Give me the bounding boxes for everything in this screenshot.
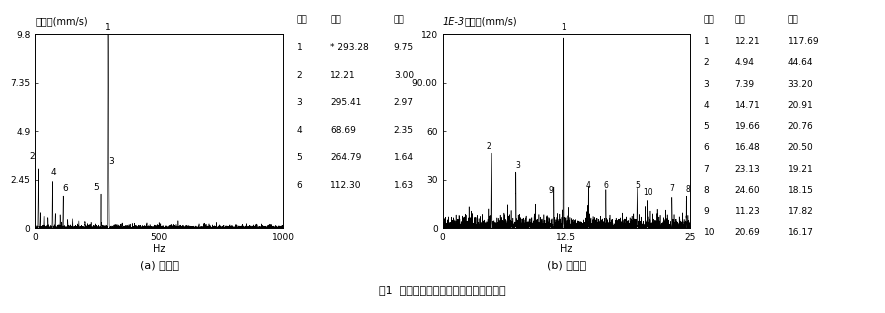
Text: 频率: 频率 (330, 16, 341, 25)
Text: 3: 3 (704, 80, 709, 89)
Text: 幅値谱(mm/s): 幅値谱(mm/s) (35, 17, 88, 27)
Text: 23.13: 23.13 (735, 165, 760, 174)
Text: 1: 1 (105, 23, 111, 33)
Text: 序号: 序号 (704, 16, 714, 25)
Text: 4: 4 (704, 101, 709, 110)
Text: 1: 1 (704, 37, 709, 46)
Text: 2: 2 (296, 71, 302, 80)
Text: 9: 9 (549, 186, 553, 195)
Text: 3: 3 (109, 157, 114, 166)
Text: 112.30: 112.30 (330, 181, 362, 190)
Text: 图1  某水磨机减速器齿形不好时的频谱图: 图1 某水磨机减速器齿形不好时的频谱图 (379, 285, 506, 295)
Text: 16.48: 16.48 (735, 143, 760, 152)
Text: 2: 2 (29, 152, 35, 161)
Text: 20.91: 20.91 (788, 101, 813, 110)
Text: 10: 10 (704, 228, 715, 238)
Text: 17.82: 17.82 (788, 207, 813, 216)
Text: 4: 4 (50, 168, 57, 177)
Text: 幅値谱(mm/s): 幅値谱(mm/s) (465, 17, 517, 27)
Text: 1.64: 1.64 (394, 153, 414, 162)
Text: 18.15: 18.15 (788, 186, 813, 195)
Text: 2.35: 2.35 (394, 126, 414, 135)
Text: 4: 4 (296, 126, 302, 135)
Text: 5: 5 (94, 183, 99, 192)
X-axis label: Hz: Hz (560, 244, 573, 254)
Text: 11.23: 11.23 (735, 207, 760, 216)
Text: 序号: 序号 (296, 16, 307, 25)
Text: 6: 6 (704, 143, 709, 152)
Text: 幅値: 幅値 (788, 16, 798, 25)
Text: 7.39: 7.39 (735, 80, 755, 89)
Text: 幅値: 幅値 (394, 16, 404, 25)
Text: 2.97: 2.97 (394, 98, 414, 107)
Text: 3: 3 (515, 161, 520, 170)
Text: 频率: 频率 (735, 16, 745, 25)
Text: 19.21: 19.21 (788, 165, 813, 174)
Text: 4: 4 (586, 181, 591, 190)
Text: 44.64: 44.64 (788, 58, 813, 67)
Text: 12.21: 12.21 (330, 71, 356, 80)
Text: 20.69: 20.69 (735, 228, 760, 238)
Text: 1.63: 1.63 (394, 181, 414, 190)
Text: 19.66: 19.66 (735, 122, 760, 131)
Text: (b) 解调谱: (b) 解调谱 (547, 260, 586, 270)
Text: 33.20: 33.20 (788, 80, 813, 89)
Text: 10: 10 (643, 188, 652, 198)
Text: 6: 6 (296, 181, 302, 190)
Text: 5: 5 (704, 122, 709, 131)
Text: 3: 3 (296, 98, 302, 107)
Text: 6: 6 (604, 182, 608, 191)
Text: 14.71: 14.71 (735, 101, 760, 110)
X-axis label: Hz: Hz (153, 244, 165, 254)
Text: 24.60: 24.60 (735, 186, 760, 195)
Text: 1: 1 (561, 23, 566, 32)
Text: 6: 6 (62, 184, 68, 192)
Text: 8: 8 (704, 186, 709, 195)
Text: 295.41: 295.41 (330, 98, 361, 107)
Text: 117.69: 117.69 (788, 37, 820, 46)
Text: 3.00: 3.00 (394, 71, 414, 80)
Text: 16.17: 16.17 (788, 228, 813, 238)
Text: 8: 8 (686, 185, 690, 194)
Text: 9: 9 (704, 207, 709, 216)
Text: 264.79: 264.79 (330, 153, 361, 162)
Text: 1E-3: 1E-3 (442, 17, 465, 27)
Text: 7: 7 (704, 165, 709, 174)
Text: 2: 2 (486, 142, 491, 151)
Text: 5: 5 (635, 181, 640, 190)
Text: 1: 1 (296, 43, 302, 52)
Text: 5: 5 (296, 153, 302, 162)
Text: 20.76: 20.76 (788, 122, 813, 131)
Text: 9.75: 9.75 (394, 43, 414, 52)
Text: (a) 幅値谱: (a) 幅値谱 (140, 260, 179, 270)
Text: 12.21: 12.21 (735, 37, 760, 46)
Text: 7: 7 (669, 183, 674, 192)
Text: 2: 2 (704, 58, 709, 67)
Text: * 293.28: * 293.28 (330, 43, 369, 52)
Text: 68.69: 68.69 (330, 126, 356, 135)
Text: 20.50: 20.50 (788, 143, 813, 152)
Text: 4.94: 4.94 (735, 58, 754, 67)
